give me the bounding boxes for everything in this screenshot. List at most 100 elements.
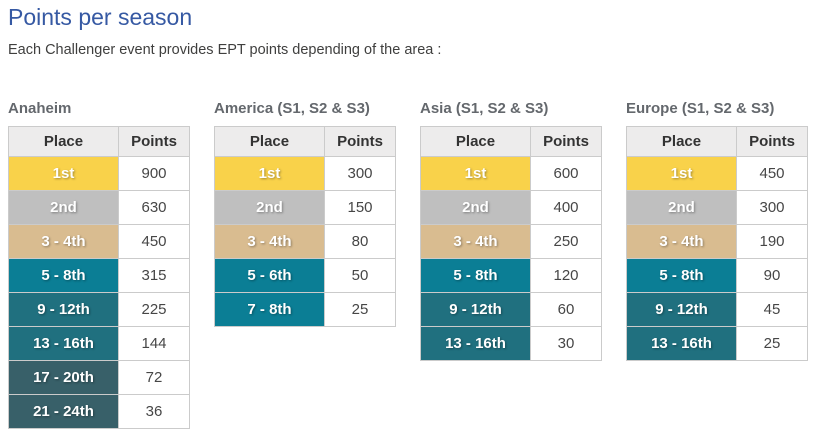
points-cell: 45: [736, 292, 808, 327]
table-row: 3 - 4th 80: [214, 224, 396, 259]
points-cell: 190: [736, 224, 808, 259]
points-column-header: Points: [324, 126, 396, 157]
table-row: 9 - 12th 60: [420, 292, 602, 327]
points-cell: 450: [736, 156, 808, 191]
table-row: 2nd 400: [420, 190, 602, 225]
points-cell: 900: [118, 156, 190, 191]
table-row: 5 - 8th 120: [420, 258, 602, 293]
points-cell: 60: [530, 292, 602, 327]
place-cell: 9 - 12th: [8, 292, 119, 327]
table-body: 1st 600 2nd 400 3 - 4th 250 5 - 8th 120 …: [420, 156, 602, 361]
table-row: 7 - 8th 25: [214, 292, 396, 327]
points-cell: 315: [118, 258, 190, 293]
table-row: 13 - 16th 30: [420, 326, 602, 361]
table-row: 2nd 300: [626, 190, 808, 225]
points-table-section: Europe (S1, S2 & S3) Place Points 1st 45…: [626, 100, 808, 361]
place-cell: 2nd: [214, 190, 325, 225]
table-header-row: Place Points: [420, 126, 602, 157]
table-row: 9 - 12th 45: [626, 292, 808, 327]
points-column-header: Points: [736, 126, 808, 157]
table-header-row: Place Points: [626, 126, 808, 157]
table-row: 3 - 4th 450: [8, 224, 190, 259]
place-cell: 2nd: [626, 190, 737, 225]
points-cell: 25: [736, 326, 808, 361]
place-cell: 3 - 4th: [214, 224, 325, 259]
place-cell: 3 - 4th: [626, 224, 737, 259]
place-cell: 1st: [8, 156, 119, 191]
points-table: Place Points 1st 450 2nd 300 3 - 4th 190…: [626, 126, 808, 361]
place-cell: 2nd: [420, 190, 531, 225]
table-row: 13 - 16th 144: [8, 326, 190, 361]
points-cell: 90: [736, 258, 808, 293]
table-row: 1st 450: [626, 156, 808, 191]
table-row: 1st 300: [214, 156, 396, 191]
place-cell: 7 - 8th: [214, 292, 325, 327]
table-row: 1st 900: [8, 156, 190, 191]
points-cell: 300: [736, 190, 808, 225]
points-cell: 50: [324, 258, 396, 293]
page-subtitle: Each Challenger event provides EPT point…: [8, 42, 442, 58]
points-cell: 450: [118, 224, 190, 259]
points-cell: 600: [530, 156, 602, 191]
points-cell: 150: [324, 190, 396, 225]
table-row: 5 - 8th 90: [626, 258, 808, 293]
points-cell: 400: [530, 190, 602, 225]
table-row: 17 - 20th 72: [8, 360, 190, 395]
points-cell: 120: [530, 258, 602, 293]
place-cell: 9 - 12th: [626, 292, 737, 327]
place-cell: 13 - 16th: [420, 326, 531, 361]
place-cell: 1st: [214, 156, 325, 191]
place-cell: 1st: [626, 156, 737, 191]
table-row: 3 - 4th 250: [420, 224, 602, 259]
place-cell: 13 - 16th: [8, 326, 119, 361]
table-body: 1st 300 2nd 150 3 - 4th 80 5 - 6th 50 7 …: [214, 156, 396, 327]
place-cell: 5 - 6th: [214, 258, 325, 293]
place-column-header: Place: [8, 126, 119, 157]
place-cell: 1st: [420, 156, 531, 191]
table-row: 13 - 16th 25: [626, 326, 808, 361]
table-row: 5 - 6th 50: [214, 258, 396, 293]
points-cell: 250: [530, 224, 602, 259]
place-column-header: Place: [214, 126, 325, 157]
table-title: Anaheim: [8, 100, 72, 117]
points-cell: 72: [118, 360, 190, 395]
points-cell: 25: [324, 292, 396, 327]
place-cell: 5 - 8th: [420, 258, 531, 293]
points-cell: 300: [324, 156, 396, 191]
points-column-header: Points: [118, 126, 190, 157]
points-cell: 630: [118, 190, 190, 225]
place-cell: 17 - 20th: [8, 360, 119, 395]
points-cell: 80: [324, 224, 396, 259]
table-row: 1st 600: [420, 156, 602, 191]
points-table: Place Points 1st 300 2nd 150 3 - 4th 80 …: [214, 126, 396, 327]
page-title: Points per season: [8, 4, 193, 30]
place-cell: 9 - 12th: [420, 292, 531, 327]
points-column-header: Points: [530, 126, 602, 157]
points-table-section: Asia (S1, S2 & S3) Place Points 1st 600 …: [420, 100, 602, 361]
table-row: 5 - 8th 315: [8, 258, 190, 293]
place-cell: 3 - 4th: [8, 224, 119, 259]
place-cell: 21 - 24th: [8, 394, 119, 429]
table-title: Europe (S1, S2 & S3): [626, 100, 775, 117]
place-column-header: Place: [626, 126, 737, 157]
points-table-section: America (S1, S2 & S3) Place Points 1st 3…: [214, 100, 396, 327]
points-cell: 30: [530, 326, 602, 361]
table-row: 3 - 4th 190: [626, 224, 808, 259]
table-body: 1st 900 2nd 630 3 - 4th 450 5 - 8th 315 …: [8, 156, 190, 429]
table-row: 2nd 150: [214, 190, 396, 225]
place-cell: 5 - 8th: [8, 258, 119, 293]
place-column-header: Place: [420, 126, 531, 157]
place-cell: 3 - 4th: [420, 224, 531, 259]
points-table: Place Points 1st 900 2nd 630 3 - 4th 450…: [8, 126, 190, 429]
place-cell: 5 - 8th: [626, 258, 737, 293]
place-cell: 2nd: [8, 190, 119, 225]
points-cell: 36: [118, 394, 190, 429]
table-row: 2nd 630: [8, 190, 190, 225]
points-cell: 144: [118, 326, 190, 361]
points-table-section: Anaheim Place Points 1st 900 2nd 630 3 -…: [8, 100, 190, 429]
points-cell: 225: [118, 292, 190, 327]
table-row: 9 - 12th 225: [8, 292, 190, 327]
tables-container: Anaheim Place Points 1st 900 2nd 630 3 -…: [8, 100, 823, 429]
table-title: Asia (S1, S2 & S3): [420, 100, 549, 117]
